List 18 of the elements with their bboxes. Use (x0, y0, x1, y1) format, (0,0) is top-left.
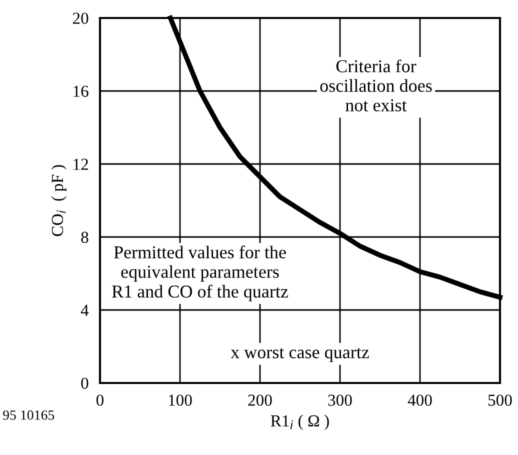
y-tick-label: 20 (72, 12, 88, 24)
x-tick-label: 300 (328, 394, 352, 406)
annotation: Criteria for oscillation does not exist (320, 59, 432, 112)
x-tick-label: 400 (408, 394, 432, 406)
x-tick-label: 200 (248, 394, 272, 406)
y-tick-label: 0 (81, 378, 88, 389)
x-tick-label: 500 (488, 394, 512, 406)
y-axis-title: CO$_{i}$ ( pF ) (51, 165, 66, 236)
annotation: Permitted values for the equivalent parameters R1 and CO of the quartz (112, 246, 288, 302)
x-axis-title: R1$_{i}$ ( Ω ) (270, 414, 329, 430)
annotation: x worst case quartz (230, 348, 369, 362)
y-tick-label: 16 (74, 86, 88, 97)
text: 95 10165 (3, 410, 54, 420)
x-tick-label: 100 (168, 394, 192, 406)
x-tick-label: 0 (96, 394, 104, 406)
y-tick-label: 8 (81, 232, 88, 243)
y-tick-label: 4 (80, 304, 89, 316)
y-tick-label: 12 (74, 158, 88, 170)
